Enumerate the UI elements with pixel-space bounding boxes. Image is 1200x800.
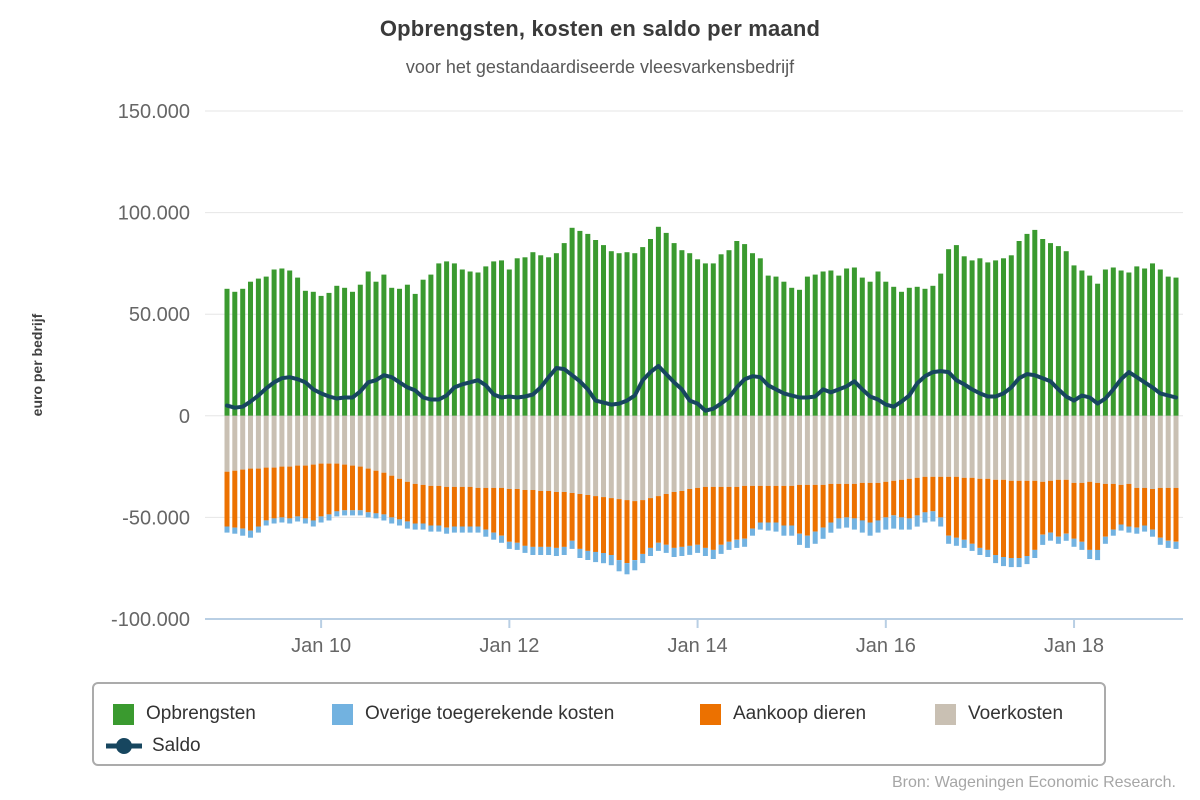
svg-text:0: 0 — [179, 406, 190, 428]
svg-text:Jan 10: Jan 10 — [291, 635, 351, 657]
bars — [224, 226, 1179, 575]
svg-text:Jan 18: Jan 18 — [1044, 635, 1104, 657]
svg-text:150.000: 150.000 — [118, 101, 190, 123]
overige-kosten-swatch-icon — [332, 703, 353, 725]
saldo-line — [225, 364, 1178, 413]
legend-item-aankoop-dieren[interactable]: Aankoop dieren — [700, 703, 866, 725]
svg-text:-50.000: -50.000 — [122, 507, 190, 529]
legend-item-voerkosten[interactable]: Voerkosten — [935, 703, 1063, 725]
legend-item-saldo[interactable]: Saldo — [105, 735, 201, 757]
aankoop-dieren-swatch-icon — [700, 703, 721, 725]
opbrengsten-swatch-icon — [113, 703, 134, 725]
legend-label: Aankoop dieren — [733, 703, 867, 724]
voerkosten-swatch-icon — [935, 703, 956, 725]
legend-label: Voerkosten — [968, 703, 1064, 724]
svg-text:Jan 12: Jan 12 — [479, 635, 539, 657]
chart-title: Opbrengsten, kosten en saldo per maand — [379, 16, 821, 41]
y-axis-tick-labels: 150.000 100.000 50.000 0 -50.000 -100.000 — [111, 101, 190, 631]
saldo-line-marker-icon — [106, 738, 142, 754]
source-credit: Bron: Wageningen Economic Research. — [892, 774, 1176, 791]
legend-label: Saldo — [152, 735, 201, 756]
svg-text:Jan 14: Jan 14 — [668, 635, 728, 657]
chart-subtitle: voor het gestandaardiseerde vleesvarkens… — [405, 57, 795, 77]
legend-label: Overige toegerekende kosten — [365, 703, 615, 724]
svg-text:Jan 16: Jan 16 — [856, 635, 916, 657]
x-axis: Jan 10 Jan 12 Jan 14 Jan 16 Jan 18 — [205, 618, 1183, 657]
legend-item-opbrengsten[interactable]: Opbrengsten — [113, 703, 256, 725]
svg-text:50.000: 50.000 — [129, 304, 190, 326]
svg-text:100.000: 100.000 — [118, 203, 190, 225]
legend-box: Opbrengsten Overige toegerekende kosten … — [92, 682, 1106, 766]
legend-label: Opbrengsten — [146, 703, 256, 724]
svg-text:-100.000: -100.000 — [111, 609, 190, 631]
legend-item-overige-kosten[interactable]: Overige toegerekende kosten — [332, 703, 614, 725]
